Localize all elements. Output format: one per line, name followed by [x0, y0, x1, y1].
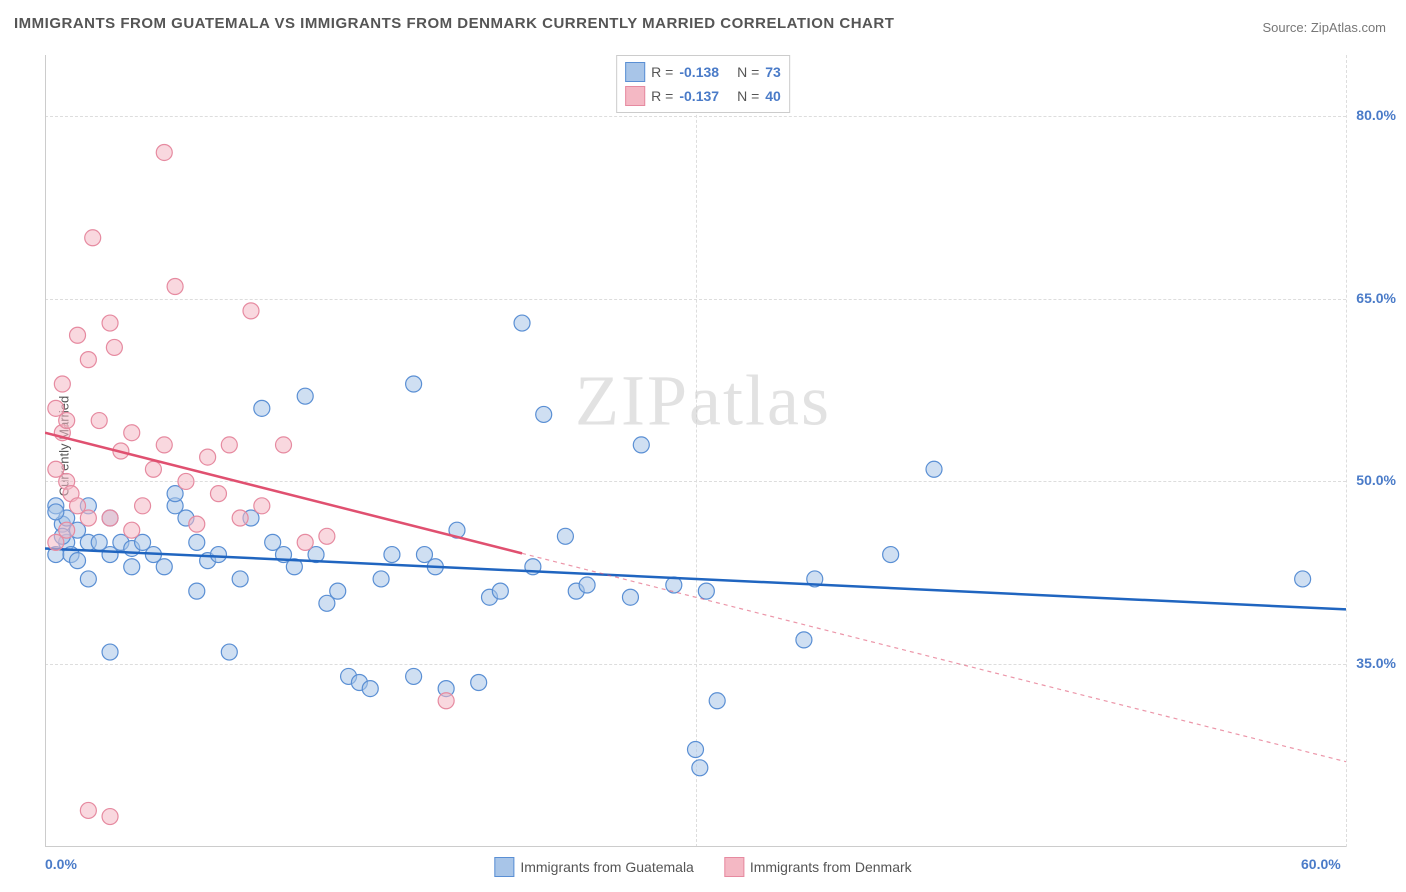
bottom-legend-item: Immigrants from Denmark	[724, 857, 912, 877]
y-tick-label: 80.0%	[1356, 107, 1396, 123]
legend-r-value: -0.137	[679, 88, 719, 104]
source-label: Source: ZipAtlas.com	[1262, 20, 1386, 35]
legend-r-label: R =	[651, 64, 673, 80]
legend-r-label: R =	[651, 88, 673, 104]
legend-n-value: 40	[765, 88, 781, 104]
legend-n-label: N =	[737, 64, 759, 80]
stats-legend: R = -0.138 N = 73 R = -0.137 N = 40	[616, 55, 790, 113]
legend-n-value: 73	[765, 64, 781, 80]
y-tick-label: 35.0%	[1356, 655, 1396, 671]
legend-swatch	[625, 86, 645, 106]
y-tick-label: 65.0%	[1356, 290, 1396, 306]
scatter-plot	[45, 55, 1346, 847]
legend-n-label: N =	[737, 88, 759, 104]
legend-swatch	[494, 857, 514, 877]
y-tick-label: 50.0%	[1356, 472, 1396, 488]
chart-title: IMMIGRANTS FROM GUATEMALA VS IMMIGRANTS …	[14, 15, 894, 32]
legend-label: Immigrants from Denmark	[750, 859, 912, 875]
bottom-legend-item: Immigrants from Guatemala	[494, 857, 694, 877]
series-legend: Immigrants from Guatemala Immigrants from…	[494, 857, 911, 877]
legend-swatch	[724, 857, 744, 877]
legend-swatch	[625, 62, 645, 82]
x-tick-label: 60.0%	[1301, 856, 1341, 872]
x-tick-label: 0.0%	[45, 856, 77, 872]
legend-label: Immigrants from Guatemala	[520, 859, 694, 875]
legend-row: R = -0.138 N = 73	[625, 60, 781, 84]
legend-r-value: -0.138	[679, 64, 719, 80]
legend-row: R = -0.137 N = 40	[625, 84, 781, 108]
